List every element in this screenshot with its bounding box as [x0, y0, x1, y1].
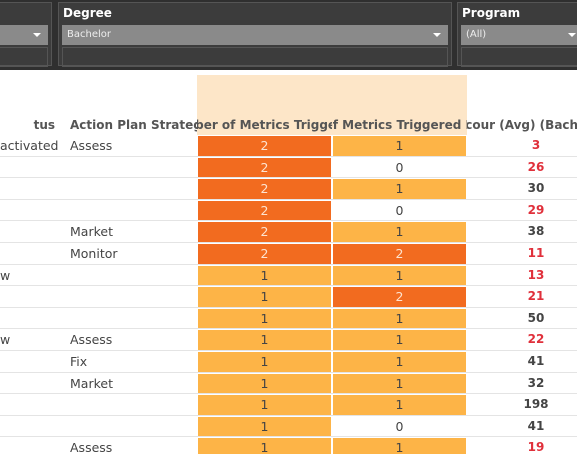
- metric-cell: 2: [198, 179, 331, 199]
- column-header: tus: [0, 75, 59, 135]
- metric-cell: 1: [333, 330, 466, 350]
- metric-cell: 2: [333, 287, 466, 307]
- metric-cell: 2: [198, 136, 331, 156]
- metric-cell: 1: [198, 438, 331, 454]
- metric-cell: 1: [198, 395, 331, 415]
- status-cell: w: [0, 332, 11, 348]
- column-header: Number of Metrics Triggered*: [197, 75, 332, 135]
- metric-cell: 1: [333, 136, 466, 156]
- row-line: [0, 263, 577, 265]
- headcount-cell: 11: [527, 246, 545, 260]
- metric-cell: 0: [333, 416, 466, 437]
- filter-box: [62, 47, 448, 67]
- filter-panel: Degree Bachelor: [58, 2, 452, 67]
- row-line: [0, 285, 577, 287]
- status-cell: w: [0, 267, 11, 283]
- headcount-cell: 38: [527, 224, 545, 239]
- filter-bar: Degree Bachelor Program (All): [0, 0, 577, 70]
- metric-cell: 2: [198, 222, 331, 242]
- metric-cell: 2: [333, 244, 466, 264]
- headcount-cell: 30: [527, 181, 545, 196]
- strategy-cell: Assess: [70, 440, 113, 454]
- filter-box: [461, 47, 577, 67]
- metric-cell: 1: [198, 287, 331, 307]
- row-line: [0, 177, 577, 179]
- headcount-cell: 19: [527, 440, 545, 454]
- column-header: Number of Metrics Triggered Prior Year: [332, 75, 467, 135]
- filter-label: Degree: [63, 6, 112, 20]
- column-header: Fall Headcour (Avg) (Bach Bm ≥30)*: [467, 75, 577, 135]
- headcount-cell: 13: [527, 267, 545, 282]
- metric-cell: 2: [198, 200, 331, 221]
- metric-cell: 1: [333, 222, 466, 242]
- metric-cell: 1: [333, 308, 466, 329]
- metric-cell: 1: [198, 265, 331, 286]
- filter-panel: Program (All): [457, 2, 577, 67]
- headcount-cell: 29: [527, 202, 545, 217]
- dropdown[interactable]: [0, 25, 48, 45]
- filter-label: Program: [462, 6, 521, 20]
- filter-panel[interactable]: [0, 2, 52, 67]
- headcount-cell: 50: [527, 310, 545, 325]
- row-line: [0, 371, 577, 373]
- headcount-cell: 32: [527, 375, 545, 390]
- metric-cell: 0: [333, 200, 466, 221]
- metric-cell: 1: [333, 395, 466, 415]
- strategy-cell: Market: [70, 375, 113, 391]
- status-cell: activated: [0, 138, 59, 153]
- filter-box: [0, 47, 48, 67]
- row-line: [0, 155, 577, 157]
- metric-cell: 0: [333, 157, 466, 178]
- metric-cell: 2: [198, 244, 331, 264]
- strategy-cell: Assess: [70, 138, 113, 153]
- row-line: [0, 306, 577, 308]
- headcount-cell: 26: [527, 159, 545, 174]
- row-line: [0, 242, 577, 243]
- metric-cell: 1: [198, 373, 331, 394]
- headcount-cell: 3: [531, 138, 541, 152]
- metric-cell: 1: [198, 330, 331, 350]
- row-line: [0, 220, 577, 222]
- row-line: [0, 198, 577, 200]
- metric-cell: 1: [333, 352, 466, 372]
- dropdown[interactable]: (All): [461, 25, 577, 45]
- strategy-cell: Assess: [70, 332, 113, 348]
- metric-cell: 1: [333, 179, 466, 199]
- metric-cell: 1: [198, 352, 331, 372]
- headcount-cell: 21: [527, 289, 545, 304]
- row-line: [0, 393, 577, 395]
- row-line: [0, 350, 577, 351]
- headcount-cell: 198: [523, 397, 549, 412]
- metric-cell: 1: [333, 373, 466, 394]
- metric-cell: 1: [198, 416, 331, 437]
- strategy-cell: Market: [70, 224, 113, 240]
- metric-cell: 1: [198, 308, 331, 329]
- row-line: [0, 414, 577, 416]
- headcount-cell: 41: [527, 354, 545, 368]
- row-line: [0, 436, 577, 438]
- metric-cell: 2: [198, 157, 331, 178]
- strategy-cell: Monitor: [70, 246, 118, 261]
- metric-cell: 1: [333, 265, 466, 286]
- column-header: Action Plan Strategy: [62, 75, 197, 135]
- metric-cell: 1: [333, 438, 466, 454]
- dropdown[interactable]: Bachelor: [62, 25, 448, 45]
- headcount-cell: 41: [527, 418, 545, 433]
- headcount-cell: 22: [527, 332, 545, 347]
- row-line: [0, 328, 577, 330]
- strategy-cell: Fix: [70, 354, 88, 369]
